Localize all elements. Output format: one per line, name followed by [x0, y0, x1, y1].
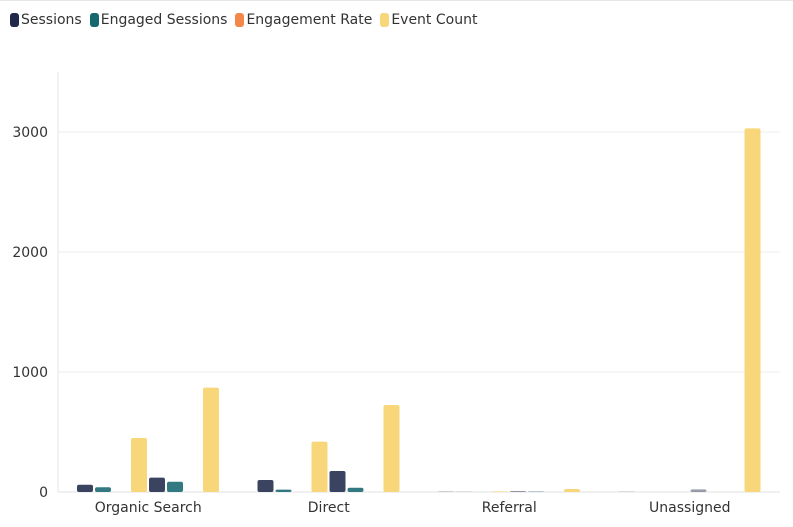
bar-unassigned-event-count[interactable] [744, 128, 761, 492]
x-tick-label: Organic Search [95, 500, 202, 516]
bar-referral-event-count[interactable] [564, 489, 580, 492]
y-tick-label: 1000 [12, 365, 48, 381]
bar-organic-search-sessions[interactable] [149, 477, 165, 492]
bar-direct-engaged-sessions[interactable] [275, 489, 292, 492]
y-tick-label: 3000 [12, 125, 48, 141]
bar-referral-engaged-sessions[interactable] [528, 491, 544, 492]
x-tick-label: Direct [308, 500, 350, 516]
legend-item-engagement-rate[interactable]: Engagement Rate [235, 12, 372, 28]
y-tick-label: 0 [39, 485, 48, 501]
bar-referral-sessions[interactable] [510, 491, 526, 492]
bar-direct-event-count[interactable] [383, 405, 400, 492]
bar-organic-search-engaged-sessions[interactable] [95, 487, 111, 492]
bar-organic-search-sessions[interactable] [77, 484, 93, 492]
top-divider [0, 0, 793, 1]
bar-organic-search-event-count[interactable] [131, 438, 147, 492]
legend-swatch-sessions [10, 13, 19, 27]
legend-swatch-engaged-sessions [89, 13, 99, 27]
bar-unassigned-sessions[interactable] [690, 489, 707, 492]
bar-organic-search-engaged-sessions[interactable] [167, 481, 183, 492]
legend-item-engaged-sessions[interactable]: Engaged Sessions [89, 12, 228, 28]
chart-legend: Sessions Engaged Sessions Engagement Rat… [10, 12, 477, 28]
legend-label-engagement-rate: Engagement Rate [246, 12, 373, 28]
legend-item-sessions[interactable]: Sessions [10, 12, 82, 28]
legend-label-event-count: Event Count [391, 12, 478, 28]
legend-swatch-event-count [380, 13, 390, 27]
x-tick-label: Referral [482, 500, 537, 516]
legend-label-engaged-sessions: Engaged Sessions [100, 12, 228, 28]
y-tick-label: 2000 [12, 245, 48, 261]
x-tick-label: Unassigned [649, 500, 730, 516]
bar-direct-event-count[interactable] [311, 441, 328, 492]
legend-swatch-engagement-rate [235, 13, 245, 27]
bar-direct-sessions[interactable] [329, 471, 346, 492]
bar-direct-engaged-sessions[interactable] [347, 487, 364, 492]
bar-organic-search-event-count[interactable] [203, 387, 219, 492]
legend-label-sessions: Sessions [21, 12, 82, 28]
bar-referral-event-count[interactable] [492, 491, 508, 492]
legend-item-event-count[interactable]: Event Count [380, 12, 477, 28]
bar-direct-sessions[interactable] [257, 480, 274, 492]
